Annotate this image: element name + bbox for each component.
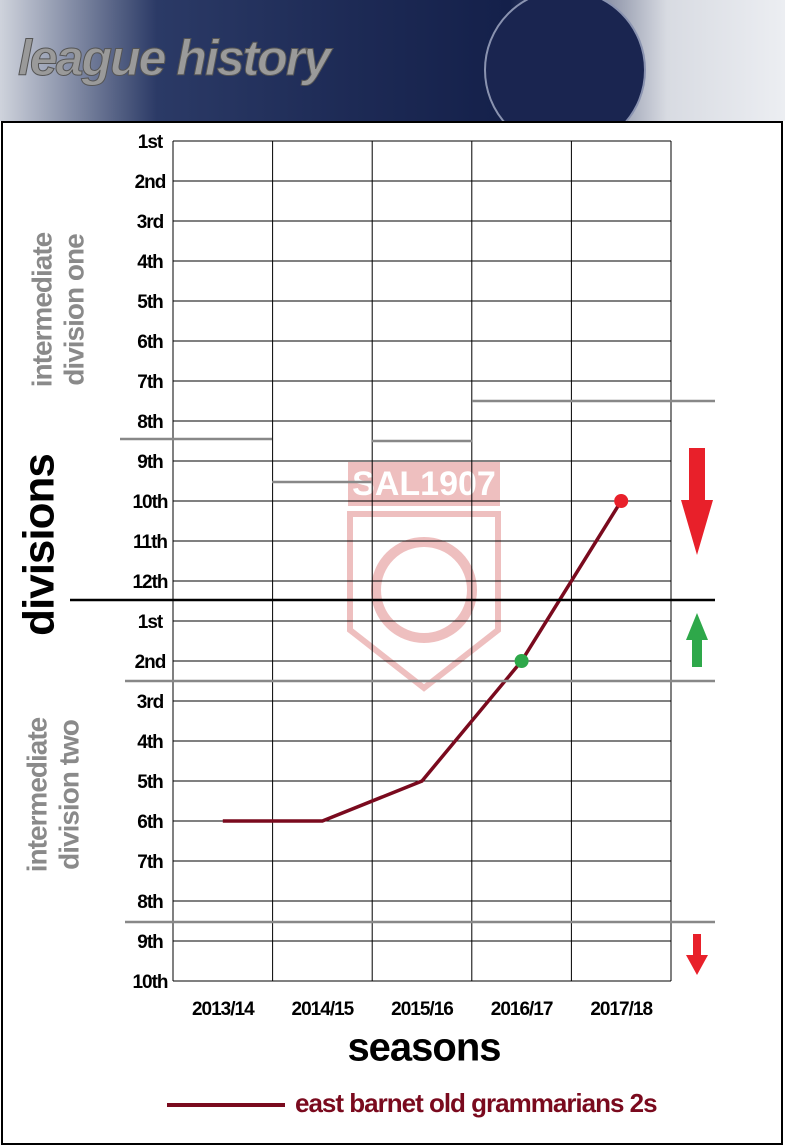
x-tick-label: 2013/14 xyxy=(192,999,255,1020)
y-tick-label: 5th xyxy=(137,292,163,313)
y-tick-label: 2nd xyxy=(135,652,166,673)
y-axis-title: divisions xyxy=(15,454,64,636)
watermark-text: SAL1907 xyxy=(352,465,496,503)
section-label: intermediate division two xyxy=(21,717,84,872)
section-label-line: division two xyxy=(53,719,84,870)
promotion-arrow xyxy=(686,613,708,667)
section-label: intermediate division one xyxy=(26,232,89,387)
y-tick-label: 7th xyxy=(137,852,163,873)
y-tick-label: 2nd xyxy=(135,172,166,193)
y-tick-label: 5th xyxy=(137,772,163,793)
y-tick-label: 1st xyxy=(138,612,164,633)
relegation-arrow xyxy=(686,934,708,975)
y-tick-label: 9th xyxy=(137,932,163,953)
y-tick-label: 8th xyxy=(137,892,163,913)
y-tick-label: 3rd xyxy=(137,212,164,233)
y-tick-label: 8th xyxy=(137,412,163,433)
x-tick-label: 2014/15 xyxy=(292,999,355,1020)
watermark-band xyxy=(348,462,500,506)
header-image xyxy=(0,0,785,121)
y-tick-label: 12th xyxy=(132,572,167,593)
plot: 1st 2nd 3rd 4th 5th 6th 7th 8th 9th 10th 11th 12th 1… xyxy=(132,132,672,1020)
watermark-shield xyxy=(347,511,501,692)
point-marker xyxy=(614,494,629,508)
point-marker xyxy=(514,654,529,668)
y-tick-label: 11th xyxy=(133,532,167,553)
legend-label: east barnet old grammarians 2s xyxy=(295,1088,657,1118)
y-tick-label: 7th xyxy=(137,372,163,393)
header-title: league history xyxy=(18,30,333,86)
chart-frame xyxy=(1,121,783,1145)
section-label-line: intermediate xyxy=(26,232,57,387)
x-tick-label: 2016/17 xyxy=(491,999,553,1020)
y-tick-label: 4th xyxy=(137,252,163,273)
relegation-arrow xyxy=(681,448,713,555)
y-tick-label: 4th xyxy=(137,732,163,753)
y-tick-label: 1st xyxy=(138,132,164,153)
x-axis-title: seasons xyxy=(347,1026,500,1070)
section-label-line: intermediate xyxy=(21,717,52,872)
series-line xyxy=(222,500,623,823)
y-tick-label: 6th xyxy=(137,332,163,353)
y-tick-label: 10th xyxy=(132,972,167,993)
section-label-line: division one xyxy=(58,234,89,386)
y-tick-label: 3rd xyxy=(137,692,164,713)
x-tick-label: 2017/18 xyxy=(590,999,652,1020)
y-tick-label: 10th xyxy=(132,492,167,513)
y-tick-label: 9th xyxy=(137,452,163,473)
y-tick-label: 6th xyxy=(137,812,163,833)
x-tick-label: 2015/16 xyxy=(391,999,453,1020)
